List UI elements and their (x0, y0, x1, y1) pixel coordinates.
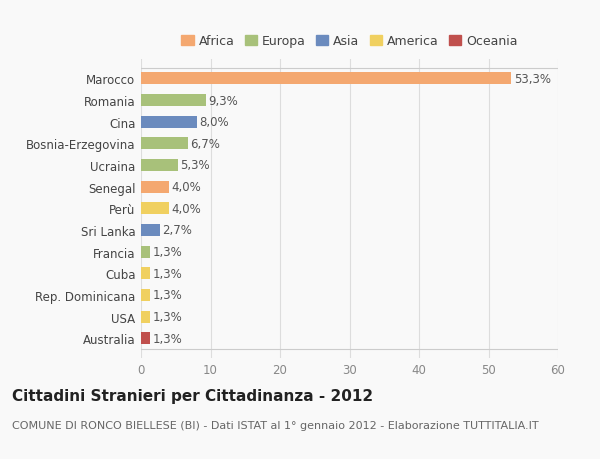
Bar (141, 333, 150, 344)
Bar (141, 181, 169, 193)
Text: 8,0%: 8,0% (199, 116, 229, 129)
Text: 1,3%: 1,3% (153, 310, 182, 324)
Text: 4,0%: 4,0% (172, 181, 202, 194)
Legend: Africa, Europa, Asia, America, Oceania: Africa, Europa, Asia, America, Oceania (176, 30, 523, 53)
Bar (141, 160, 178, 172)
Bar (141, 138, 188, 150)
Bar (141, 224, 160, 236)
Text: 9,3%: 9,3% (208, 94, 238, 107)
Text: 1,3%: 1,3% (153, 246, 182, 258)
Bar (141, 289, 150, 301)
Text: 1,3%: 1,3% (153, 289, 182, 302)
Bar (141, 203, 169, 215)
Bar (141, 268, 150, 280)
Bar (141, 117, 197, 129)
Text: 1,3%: 1,3% (153, 332, 182, 345)
Text: 4,0%: 4,0% (172, 202, 202, 215)
Text: COMUNE DI RONCO BIELLESE (BI) - Dati ISTAT al 1° gennaio 2012 - Elaborazione TUT: COMUNE DI RONCO BIELLESE (BI) - Dati IST… (12, 420, 539, 430)
Text: 53,3%: 53,3% (514, 73, 551, 86)
Bar (141, 246, 150, 258)
Bar (141, 311, 150, 323)
Text: 1,3%: 1,3% (153, 267, 182, 280)
Bar (141, 73, 511, 85)
Bar (141, 95, 206, 107)
Text: 5,3%: 5,3% (181, 159, 210, 172)
Text: 2,7%: 2,7% (163, 224, 193, 237)
Text: Cittadini Stranieri per Cittadinanza - 2012: Cittadini Stranieri per Cittadinanza - 2… (12, 388, 373, 403)
Text: 6,7%: 6,7% (190, 138, 220, 151)
